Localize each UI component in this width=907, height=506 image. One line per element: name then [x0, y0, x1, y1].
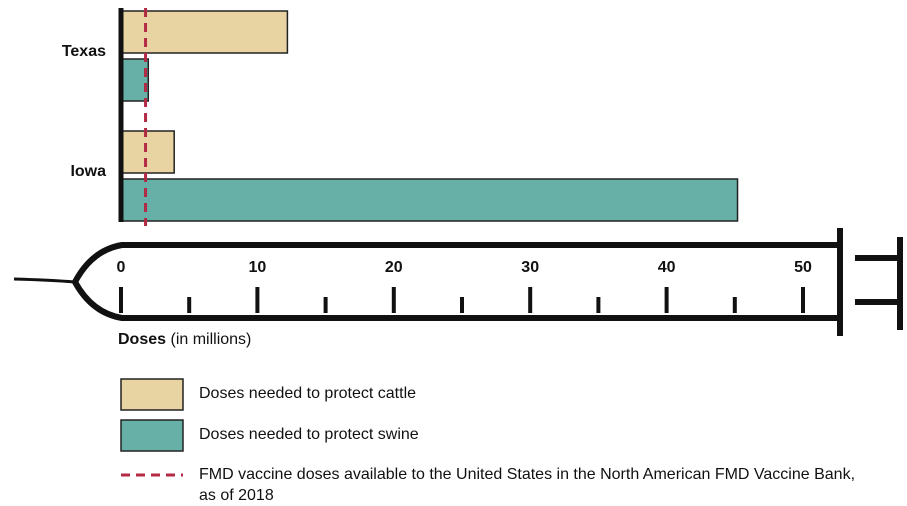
legend-swatch	[121, 420, 183, 451]
syringe	[14, 228, 900, 336]
chart: Doses (in millions) Doses needed to prot…	[0, 0, 907, 506]
y-tick-label: Texas	[62, 43, 106, 60]
page: Doses (in millions) Doses needed to prot…	[0, 0, 907, 506]
x-tick-label: 10	[249, 259, 267, 276]
bar	[121, 131, 174, 173]
x-tick-label: 50	[794, 259, 812, 276]
legend-swatch	[121, 379, 183, 410]
x-axis-label: Doses (in millions)	[118, 331, 251, 348]
syringe-needle	[14, 279, 75, 282]
x-axis-label-rest: (in millions)	[170, 331, 251, 348]
x-tick-label: 30	[521, 259, 539, 276]
y-tick-label: Iowa	[70, 163, 106, 180]
x-axis-label-bold: Doses	[118, 331, 166, 348]
legend-label: Doses needed to protect cattle	[199, 385, 416, 402]
legend-reference-label: FMD vaccine doses available to the Unite…	[199, 464, 859, 506]
bar	[121, 59, 148, 101]
legend-label: Doses needed to protect swine	[199, 426, 419, 443]
x-tick-label: 40	[658, 259, 676, 276]
bar	[121, 179, 738, 221]
x-tick-label: 0	[117, 259, 126, 276]
x-tick-label: 20	[385, 259, 403, 276]
